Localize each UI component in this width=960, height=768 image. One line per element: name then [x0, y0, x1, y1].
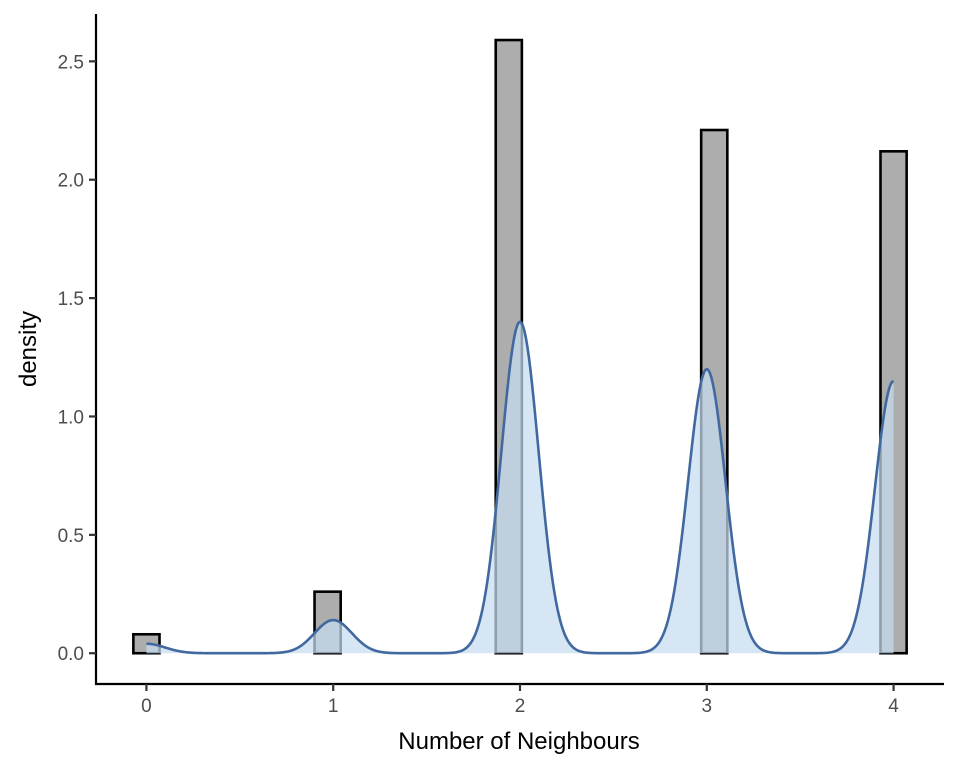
x-tick-label-3: 3 [701, 696, 712, 717]
y-tick-label-3: 1.5 [58, 289, 84, 310]
x-tick-label-2: 2 [515, 696, 526, 717]
y-tick-label-5: 2.5 [58, 52, 84, 73]
y-tick-label-4: 2.0 [58, 171, 84, 192]
x-tick-label-4: 4 [888, 696, 899, 717]
y-axis-title: density [15, 311, 42, 387]
density-line [146, 320, 895, 655]
y-tick-label-2: 1.0 [58, 407, 84, 428]
x-axis-title: Number of Neighbours [398, 728, 639, 755]
y-tick-label-0: 0.0 [58, 644, 84, 665]
ticks-layer: 0 1 2 3 4 0.0 0.5 1.0 1.5 2.0 2.5 [58, 52, 900, 717]
density-layer [146, 320, 895, 655]
x-tick-label-0: 0 [141, 696, 152, 717]
x-tick-label-1: 1 [328, 696, 339, 717]
density-area [146, 321, 894, 654]
y-tick-label-1: 0.5 [58, 526, 84, 547]
